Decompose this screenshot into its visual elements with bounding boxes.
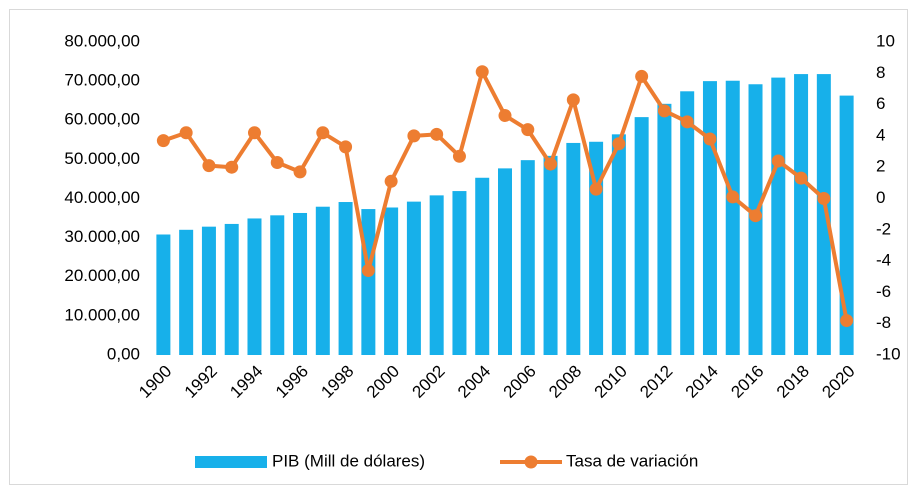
bar (771, 77, 786, 355)
point (657, 104, 671, 118)
point (498, 109, 512, 123)
y-tick-label: 20.000,00 (64, 266, 140, 285)
point (407, 129, 421, 143)
bar (794, 74, 809, 356)
y2-tick-label: 4 (876, 125, 885, 144)
bar (201, 226, 216, 355)
bar (338, 202, 353, 355)
y-tick-label: 0,00 (107, 344, 140, 363)
point (361, 263, 375, 277)
bar (406, 201, 421, 355)
bar (247, 218, 262, 355)
bar (634, 117, 649, 356)
y-tick-label: 60.000,00 (64, 110, 140, 129)
bar (520, 160, 535, 355)
legend-swatch (524, 455, 538, 469)
point (316, 126, 330, 140)
y-tick-label: 30.000,00 (64, 227, 140, 246)
y2-tick-label: -4 (876, 251, 891, 270)
point (635, 69, 649, 83)
legend-label: PIB (Mill de dólares) (272, 451, 425, 470)
bar (816, 74, 831, 356)
y2-tick-label: -8 (876, 313, 891, 332)
point (680, 115, 694, 129)
y-tick-label: 70.000,00 (64, 71, 140, 90)
bar (384, 207, 399, 355)
bar (657, 103, 672, 355)
y2-tick-label: 0 (876, 188, 885, 207)
point (339, 140, 353, 154)
bar (315, 206, 330, 355)
point (817, 192, 831, 205)
bar (452, 191, 467, 355)
bar (839, 95, 854, 355)
point (771, 154, 785, 168)
bar (543, 155, 558, 355)
bar (611, 134, 626, 355)
bar (361, 209, 376, 355)
point (749, 209, 763, 223)
y2-tick-label: -6 (876, 282, 891, 301)
y2-tick-label: 2 (876, 157, 885, 176)
point (726, 190, 740, 204)
y-tick-label: 40.000,00 (64, 188, 140, 207)
y2-tick-label: -2 (876, 219, 891, 238)
point (794, 171, 808, 185)
point (475, 65, 489, 79)
point (270, 156, 284, 170)
bar (429, 195, 444, 355)
y-tick-label: 10.000,00 (64, 305, 140, 324)
bar (156, 234, 171, 355)
point (521, 123, 535, 137)
point (566, 93, 580, 107)
bar (224, 223, 239, 355)
point (202, 159, 216, 173)
point (430, 127, 444, 141)
point (544, 157, 558, 171)
point (247, 126, 261, 140)
legend-label: Tasa de variación (566, 451, 698, 470)
bar (680, 91, 695, 356)
point (703, 132, 717, 146)
bar (270, 215, 285, 355)
y2-tick-label: -10 (876, 344, 901, 363)
y2-tick-label: 10 (876, 31, 895, 50)
legend-swatch (195, 456, 267, 468)
bar (293, 212, 308, 355)
bar (475, 177, 490, 355)
y-tick-label: 50.000,00 (64, 149, 140, 168)
y2-tick-label: 8 (876, 63, 885, 82)
bar (702, 81, 717, 355)
point (156, 134, 170, 148)
bar (725, 80, 740, 355)
bar (566, 142, 581, 355)
y-tick-label: 80.000,00 (64, 31, 140, 50)
point (612, 137, 626, 151)
y2-tick-label: 6 (876, 94, 885, 113)
bar (179, 229, 194, 355)
bar (498, 168, 512, 355)
point (589, 182, 603, 196)
point (452, 149, 466, 163)
point (225, 160, 239, 174)
point (384, 174, 398, 188)
bar (589, 141, 604, 355)
point (293, 165, 307, 179)
point (179, 126, 193, 140)
point (840, 314, 854, 328)
